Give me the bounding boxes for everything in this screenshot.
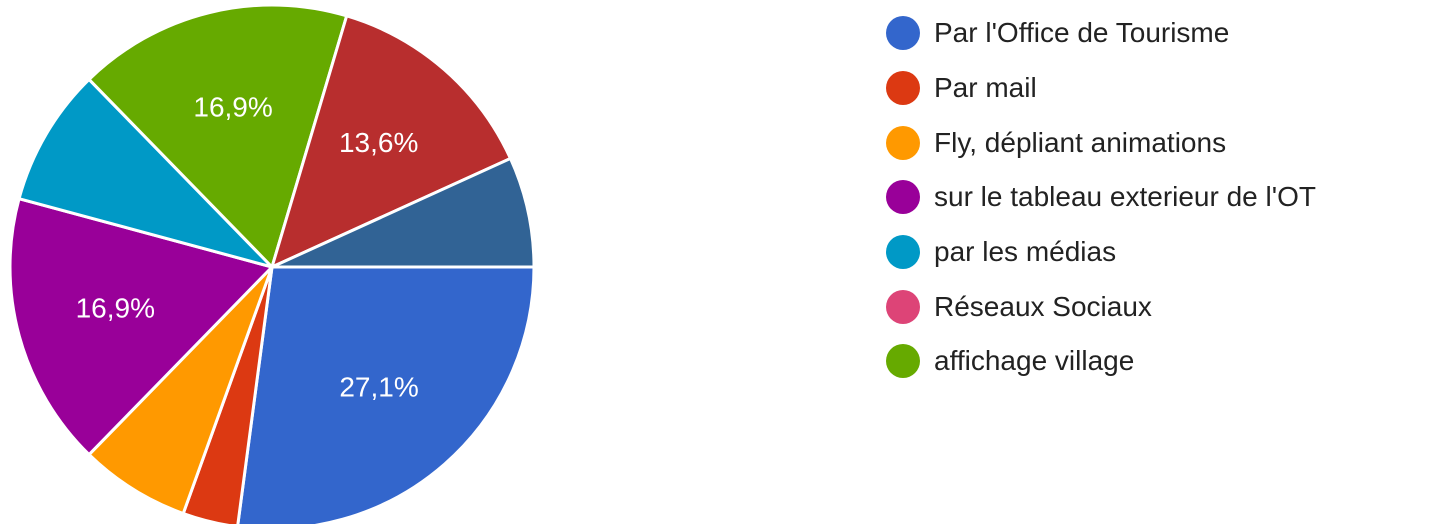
legend-item: par les médias xyxy=(886,225,1316,280)
pie-slice-label-0: 27,1% xyxy=(339,372,418,403)
pie-slice-3 xyxy=(8,197,274,457)
legend-item: Par mail xyxy=(886,61,1316,116)
legend-label: affichage village xyxy=(934,345,1135,377)
legend-swatch xyxy=(886,180,920,215)
legend-swatch xyxy=(886,289,920,324)
pie-slice-4 xyxy=(17,77,274,269)
pie-slice-6 xyxy=(270,14,512,269)
pie-slice-labels: 27,1% 16,9% 16,9% 13,6% xyxy=(76,92,419,403)
pie-slices xyxy=(8,3,536,524)
legend-swatch xyxy=(886,235,920,270)
legend-label: Par mail xyxy=(934,72,1037,104)
chart-legend: Par l'Office de Tourisme Par mail Fly, dép… xyxy=(886,6,1316,389)
pie-slice-label-3: 16,9% xyxy=(76,292,155,323)
pie-slice-0 xyxy=(236,265,536,524)
legend-swatch xyxy=(886,344,920,379)
legend-label: Réseaux Sociaux xyxy=(934,290,1152,322)
legend-swatch xyxy=(886,125,920,160)
pie-slice-5 xyxy=(87,3,349,269)
pie-slice-label-5: 16,9% xyxy=(193,92,272,123)
pie-slice-7 xyxy=(270,156,536,269)
legend-label: Par l'Office de Tourisme xyxy=(934,17,1230,49)
legend-label: sur le tableau exterieur de l'OT xyxy=(934,181,1316,213)
legend-label: Fly, dépliant animations xyxy=(934,126,1227,158)
legend-swatch xyxy=(886,71,920,106)
legend-label: par les médias xyxy=(934,236,1117,268)
legend-item: Fly, dépliant animations xyxy=(886,115,1316,170)
pie-slice-label-6: 13,6% xyxy=(339,127,418,158)
legend-swatch xyxy=(886,16,920,51)
pie-slice-2 xyxy=(87,265,274,516)
legend-item: sur le tableau exterieur de l'OT xyxy=(886,170,1316,225)
legend-item: Par l'Office de Tourisme xyxy=(886,6,1316,61)
legend-item: affichage village xyxy=(886,334,1316,389)
legend-item: Réseaux Sociaux xyxy=(886,279,1316,334)
